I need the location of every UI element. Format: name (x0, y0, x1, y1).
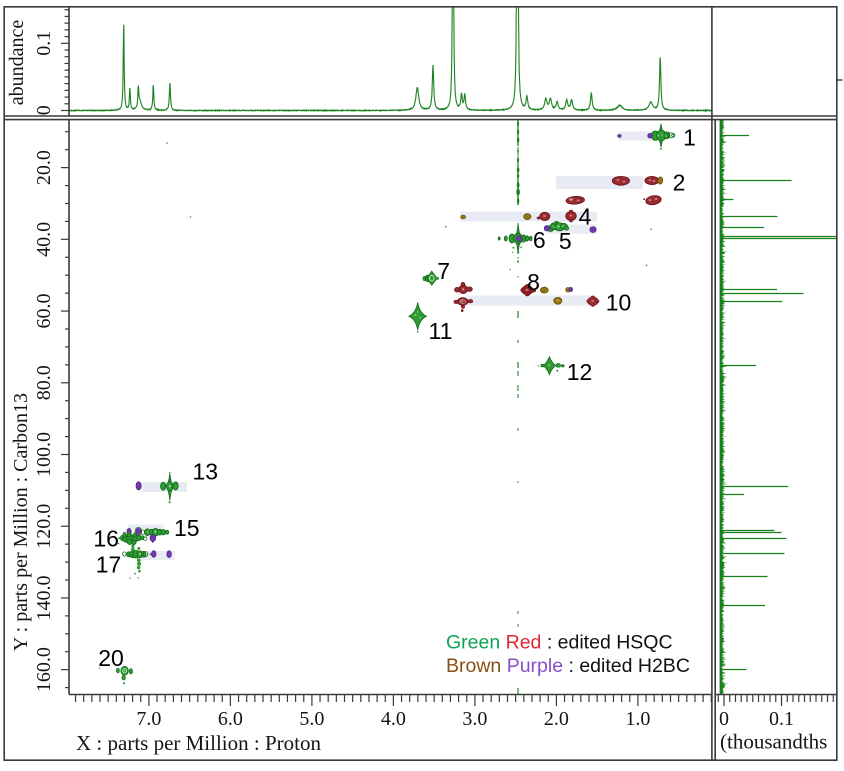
svg-text:13: 13 (193, 459, 219, 485)
svg-text:17: 17 (96, 552, 122, 578)
svg-text:80.0: 80.0 (33, 365, 55, 400)
svg-text:3.0: 3.0 (462, 708, 487, 730)
svg-text:6.0: 6.0 (218, 708, 243, 730)
svg-text:8: 8 (527, 269, 540, 295)
svg-text:5: 5 (559, 228, 572, 254)
svg-text:Y : parts per Million : Carbon: Y : parts per Million : Carbon13 (10, 393, 32, 651)
svg-text:100.0: 100.0 (33, 432, 55, 477)
svg-text:4: 4 (579, 204, 592, 230)
svg-text:160.0: 160.0 (33, 647, 55, 692)
svg-text:40.0: 40.0 (33, 222, 55, 257)
svg-text:2.0: 2.0 (544, 708, 569, 730)
svg-text:11: 11 (429, 318, 453, 344)
svg-text:0: 0 (719, 708, 729, 730)
svg-text:60.0: 60.0 (33, 294, 55, 329)
svg-text:7: 7 (437, 258, 450, 284)
svg-text:abundance: abundance (6, 20, 28, 106)
svg-text:2: 2 (673, 170, 686, 196)
svg-text:Green Red : edited HSQC: Green Red : edited HSQC (446, 632, 673, 654)
svg-text:0.1: 0.1 (769, 708, 794, 730)
svg-text:120.0: 120.0 (33, 504, 55, 549)
svg-text:140.0: 140.0 (33, 575, 55, 620)
svg-text:Brown Purple : edited H2BC: Brown Purple : edited H2BC (446, 655, 690, 677)
svg-text:0: 0 (33, 105, 55, 115)
svg-text:7.0: 7.0 (136, 708, 161, 730)
svg-text:12: 12 (567, 359, 593, 385)
svg-text:0.1: 0.1 (33, 31, 55, 56)
svg-text:20: 20 (98, 645, 124, 671)
svg-text:X : parts per Million : Proton: X : parts per Million : Proton (76, 731, 321, 755)
svg-text:5.0: 5.0 (299, 708, 324, 730)
svg-text:(thousandths: (thousandths (720, 730, 827, 754)
svg-text:16: 16 (93, 526, 119, 552)
svg-text:15: 15 (174, 515, 200, 541)
svg-text:20.0: 20.0 (33, 150, 55, 185)
svg-text:6: 6 (533, 227, 546, 253)
svg-text:1: 1 (683, 125, 696, 151)
svg-text:4.0: 4.0 (381, 708, 406, 730)
svg-text:1.0: 1.0 (625, 708, 650, 730)
svg-text:10: 10 (606, 290, 632, 316)
